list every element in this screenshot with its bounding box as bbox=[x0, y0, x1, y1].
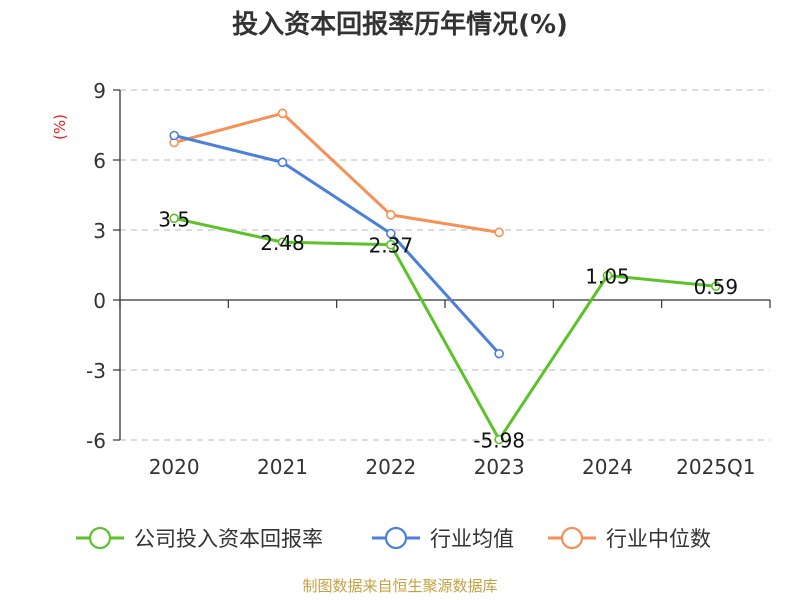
x-tick-label: 2024 bbox=[582, 455, 633, 479]
data-label: 3.5 bbox=[158, 207, 190, 231]
data-point-2 bbox=[386, 210, 396, 220]
data-point-2 bbox=[494, 227, 504, 238]
data-point-0 bbox=[277, 237, 288, 247]
data-label: 0.59 bbox=[694, 275, 739, 299]
legend-swatch-marker bbox=[560, 526, 584, 550]
data-point-1 bbox=[494, 348, 504, 359]
y-axis-label: (%) bbox=[51, 114, 69, 140]
x-tick-label: 2025Q1 bbox=[676, 455, 755, 479]
chart-title: 投入资本回报率历年情况(%) bbox=[232, 9, 568, 40]
y-tick-label: 9 bbox=[93, 79, 106, 103]
x-tick-label: 2021 bbox=[257, 455, 308, 479]
data-point-0 bbox=[602, 270, 613, 281]
x-tick-label: 2022 bbox=[365, 455, 416, 479]
data-point-0 bbox=[169, 213, 179, 224]
y-tick-label: 6 bbox=[93, 149, 106, 173]
x-tick-label: 2020 bbox=[149, 455, 200, 479]
data-point-1 bbox=[169, 130, 179, 141]
data-point-0 bbox=[711, 281, 721, 292]
series-line-1 bbox=[173, 134, 501, 355]
y-tick-label: 3 bbox=[93, 219, 106, 243]
data-point-0 bbox=[386, 239, 396, 250]
series-line-0 bbox=[173, 216, 716, 442]
x-tick-label: 2023 bbox=[474, 455, 525, 479]
data-label: 2.48 bbox=[260, 231, 305, 255]
y-tick-label: -3 bbox=[86, 359, 106, 383]
data-point-0 bbox=[494, 434, 504, 445]
data-point-1 bbox=[386, 228, 396, 239]
source-note: 制图数据来自恒生聚源数据库 bbox=[302, 577, 497, 595]
data-label: 2.37 bbox=[369, 234, 414, 258]
y-tick-label: 0 bbox=[93, 289, 106, 313]
legend-label: 公司投入资本回报率 bbox=[134, 527, 323, 551]
data-label: -5.98 bbox=[473, 429, 525, 453]
legend-label: 行业均值 bbox=[430, 527, 514, 551]
series-line-2 bbox=[173, 111, 500, 234]
legend-swatch-marker bbox=[384, 526, 408, 550]
y-tick-label: -6 bbox=[86, 429, 106, 453]
legend-label: 行业中位数 bbox=[606, 527, 711, 551]
data-point-1 bbox=[277, 157, 288, 168]
data-point-2 bbox=[277, 108, 288, 119]
legend-swatch-marker bbox=[88, 526, 112, 550]
data-label: 1.05 bbox=[585, 265, 630, 289]
